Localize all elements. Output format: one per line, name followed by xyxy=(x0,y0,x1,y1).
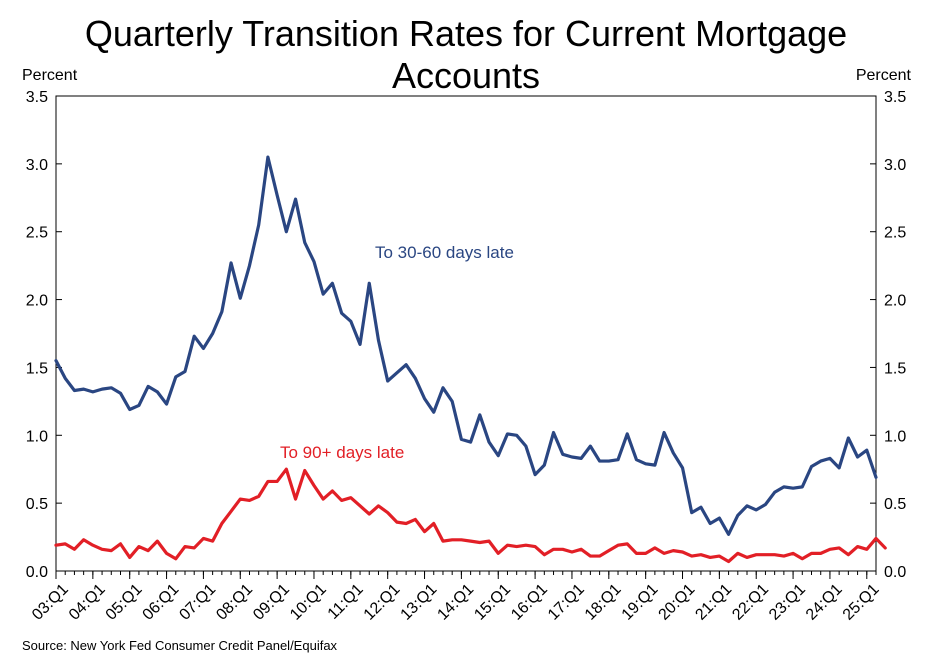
series-layer xyxy=(54,155,887,564)
y-tick-label-left: 2.0 xyxy=(26,293,48,310)
x-tick-label: 22:Q1 xyxy=(729,581,772,624)
series-line-90-plus-days xyxy=(54,467,887,564)
x-tick-label: 10:Q1 xyxy=(287,581,330,624)
x-tick-label: 17:Q1 xyxy=(545,581,588,624)
y-tick-label-left: 2.5 xyxy=(26,225,48,242)
annotation-90-plus-days: To 90+ days late xyxy=(280,443,404,462)
x-tick-label: 05:Q1 xyxy=(103,581,146,624)
x-tick-label: 15:Q1 xyxy=(471,581,514,624)
source-note: Source: New York Fed Consumer Credit Pan… xyxy=(22,638,338,653)
x-tick-label: 19:Q1 xyxy=(619,581,662,624)
x-tick-label: 20:Q1 xyxy=(656,581,699,624)
series-line-30-60-days xyxy=(54,155,878,536)
x-tick-label: 11:Q1 xyxy=(325,581,367,623)
y-tick-label-left: 0.0 xyxy=(26,564,48,581)
y-tick-label-left: 0.5 xyxy=(26,496,48,513)
x-tick-label: 14:Q1 xyxy=(434,581,477,624)
y-tick-label-left: 3.5 xyxy=(26,89,48,106)
x-tick-label: 16:Q1 xyxy=(508,581,551,624)
x-tick-label: 03:Q1 xyxy=(29,581,72,624)
x-tick-label: 25:Q1 xyxy=(840,581,883,624)
x-tick-label: 24:Q1 xyxy=(803,581,846,624)
y-tick-label-right: 0.0 xyxy=(884,564,906,581)
right-axis-unit-label: Percent xyxy=(856,67,912,84)
y-tick-label-right: 0.5 xyxy=(884,496,906,513)
y-tick-label-right: 1.5 xyxy=(884,360,906,377)
y-tick-label-left: 1.5 xyxy=(26,360,48,377)
x-tick-label: 08:Q1 xyxy=(213,581,256,624)
x-tick-label: 09:Q1 xyxy=(250,581,293,624)
plot-frame xyxy=(55,95,877,572)
annotation-30-60-days: To 30-60 days late xyxy=(375,243,514,262)
x-tick-label: 23:Q1 xyxy=(766,581,809,624)
y-tick-label-right: 3.5 xyxy=(884,89,906,106)
x-tick-label: 07:Q1 xyxy=(176,581,219,624)
chart-title-line2: Accounts xyxy=(392,55,540,96)
y-tick-label-left: 3.0 xyxy=(26,157,48,174)
chart-title-line1: Quarterly Transition Rates for Current M… xyxy=(85,13,847,54)
x-tick-label: 21:Q1 xyxy=(692,581,735,624)
x-tick-label: 04:Q1 xyxy=(66,581,109,624)
x-tick-label: 12:Q1 xyxy=(361,581,404,624)
x-tick-label: 06:Q1 xyxy=(140,581,183,624)
y-tick-label-right: 1.0 xyxy=(884,428,906,445)
left-axis-unit-label: Percent xyxy=(22,67,78,84)
y-tick-label-right: 2.5 xyxy=(884,225,906,242)
y-tick-label-left: 1.0 xyxy=(26,428,48,445)
y-tick-label-right: 2.0 xyxy=(884,293,906,310)
y-tick-label-right: 3.0 xyxy=(884,157,906,174)
x-tick-label: 18:Q1 xyxy=(582,581,625,624)
x-tick-label: 13:Q1 xyxy=(398,581,441,624)
